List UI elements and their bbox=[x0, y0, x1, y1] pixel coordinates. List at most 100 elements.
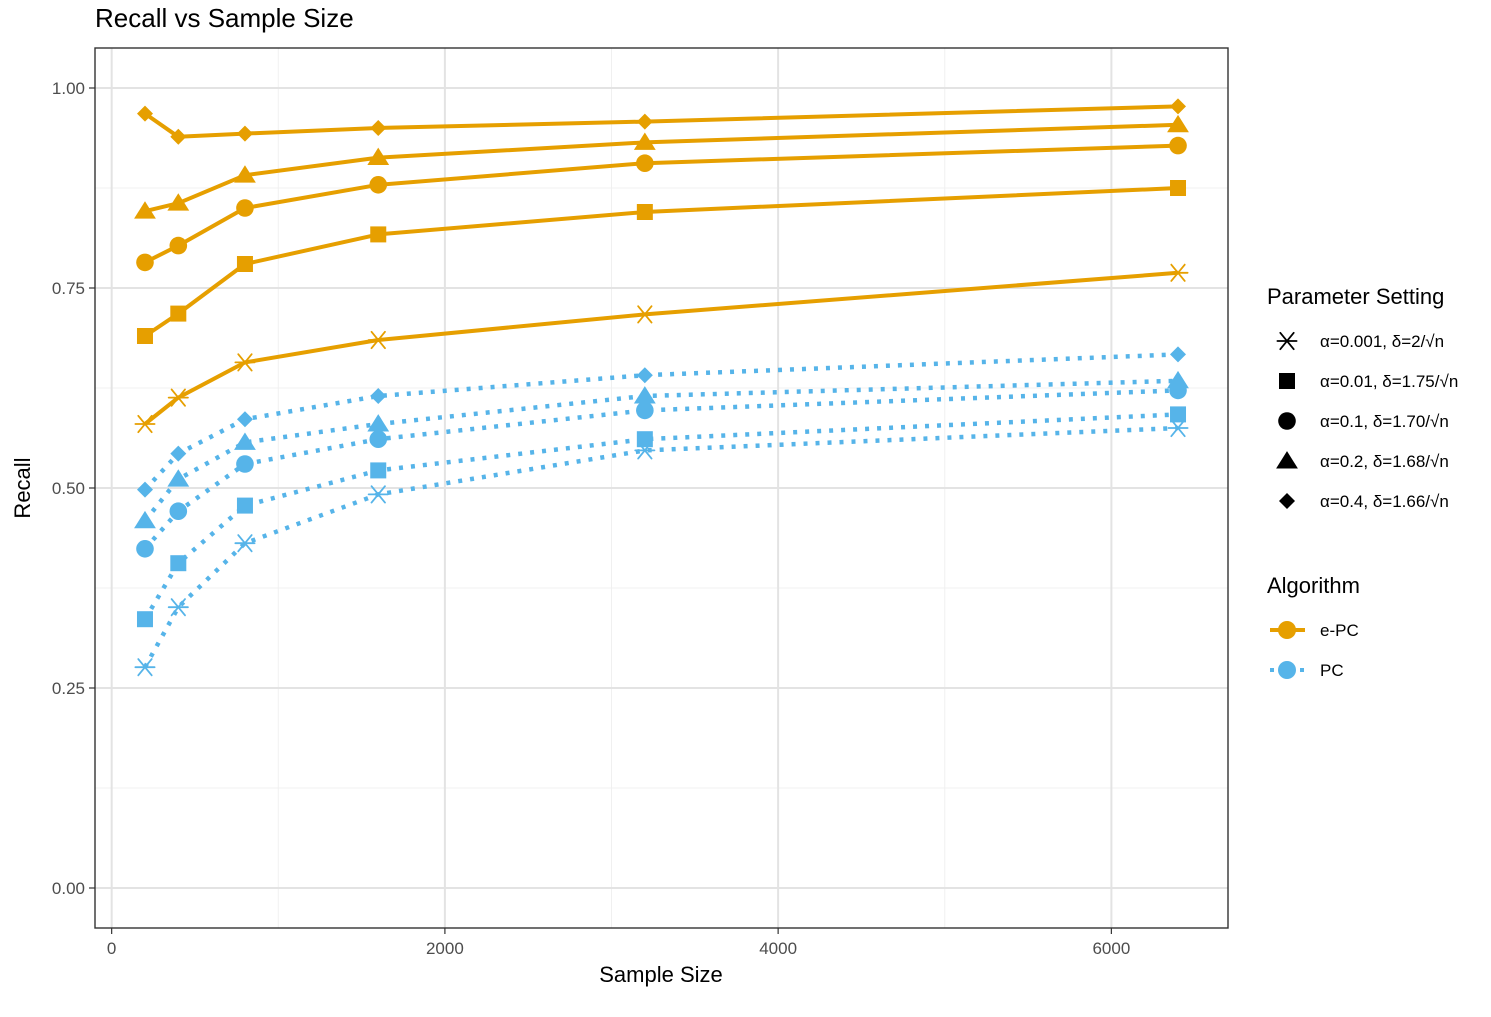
series-line bbox=[143, 352, 1179, 492]
data-point bbox=[134, 510, 156, 529]
data-point bbox=[234, 353, 256, 372]
data-point bbox=[1170, 98, 1187, 115]
data-point bbox=[170, 555, 187, 572]
data-point bbox=[234, 165, 256, 183]
y-tick-label: 1.00 bbox=[52, 79, 85, 98]
series-pc-square bbox=[136, 406, 1187, 628]
data-point bbox=[1170, 180, 1187, 196]
data-point bbox=[169, 236, 188, 255]
data-point bbox=[234, 534, 256, 553]
data-point bbox=[369, 430, 388, 449]
data-point bbox=[370, 462, 387, 479]
data-point bbox=[636, 113, 653, 130]
series-line bbox=[143, 412, 1179, 621]
data-point bbox=[1170, 346, 1187, 363]
algorithm-legend-title: Algorithm bbox=[1267, 573, 1360, 598]
parameter-legend-title: Parameter Setting bbox=[1267, 284, 1444, 309]
data-point bbox=[1169, 136, 1187, 155]
series-e-pc-diamond bbox=[136, 98, 1187, 145]
x-tick-label: 4000 bbox=[759, 939, 797, 958]
parameter-legend-label: α=0.4, δ=1.66/√n bbox=[1320, 492, 1449, 511]
x-tick-label: 2000 bbox=[426, 939, 464, 958]
data-point bbox=[236, 497, 253, 514]
data-point bbox=[1167, 263, 1189, 282]
data-point bbox=[134, 658, 156, 677]
data-point bbox=[633, 386, 656, 404]
legend-key-circle bbox=[1278, 412, 1296, 430]
algorithm-legend-keys: e-PC PC bbox=[1270, 621, 1359, 680]
grid bbox=[95, 48, 1228, 928]
data-point bbox=[367, 485, 389, 504]
y-tick-label: 0.50 bbox=[52, 479, 85, 498]
series-line bbox=[144, 143, 1179, 265]
data-point bbox=[136, 328, 153, 344]
data-point bbox=[236, 125, 253, 142]
data-point bbox=[134, 414, 156, 434]
data-point bbox=[136, 105, 153, 122]
series-layer bbox=[134, 98, 1189, 677]
series-e-pc-asterisk bbox=[134, 263, 1189, 434]
data-point bbox=[167, 598, 189, 617]
data-point bbox=[636, 154, 654, 172]
data-point bbox=[370, 226, 387, 243]
data-point bbox=[1170, 406, 1187, 423]
series-e-pc-circle bbox=[136, 136, 1187, 272]
data-point bbox=[367, 414, 390, 432]
data-point bbox=[136, 611, 153, 628]
series-e-pc-square bbox=[136, 180, 1187, 344]
data-point bbox=[134, 201, 156, 219]
parameter-legend: Parameter Setting α=0.001, δ=2/√n α=0.01,… bbox=[1267, 284, 1458, 511]
y-tick-label: 0.00 bbox=[52, 879, 85, 898]
legend-key-pc bbox=[1270, 661, 1305, 679]
data-point bbox=[136, 540, 154, 558]
series-line bbox=[143, 104, 1179, 139]
parameter-legend-keys: α=0.001, δ=2/√n α=0.01, δ=1.75/√n α=0.1, δ… bbox=[1276, 331, 1458, 511]
data-point bbox=[136, 481, 153, 498]
series-pc-circle bbox=[136, 381, 1187, 558]
series-line bbox=[143, 388, 1179, 551]
data-point bbox=[167, 388, 189, 407]
series-pc-asterisk bbox=[134, 418, 1189, 677]
y-tick-label: 0.25 bbox=[52, 679, 85, 698]
x-tick-label: 0 bbox=[107, 939, 116, 958]
data-point bbox=[167, 469, 190, 487]
data-point bbox=[170, 128, 187, 145]
y-axis-title: Recall bbox=[10, 457, 35, 518]
data-point bbox=[1167, 370, 1189, 389]
data-point bbox=[169, 502, 188, 520]
data-point bbox=[1167, 418, 1189, 438]
data-point bbox=[634, 305, 656, 324]
series-line bbox=[143, 425, 1179, 669]
data-point bbox=[234, 432, 256, 450]
data-point bbox=[636, 431, 653, 448]
data-point bbox=[370, 388, 387, 404]
data-point bbox=[136, 253, 154, 272]
data-point bbox=[636, 401, 654, 420]
legend-key-diamond bbox=[1279, 493, 1295, 509]
data-point bbox=[370, 120, 387, 136]
data-point bbox=[1167, 114, 1189, 133]
chart-title: Recall vs Sample Size bbox=[95, 3, 354, 33]
parameter-legend-label: α=0.01, δ=1.75/√n bbox=[1320, 372, 1458, 391]
parameter-legend-label: α=0.2, δ=1.68/√n bbox=[1320, 452, 1449, 471]
series-pc-triangle bbox=[134, 370, 1189, 529]
series-line bbox=[143, 270, 1179, 426]
data-point bbox=[236, 199, 254, 217]
x-axis-title: Sample Size bbox=[599, 962, 723, 987]
parameter-legend-label: α=0.1, δ=1.70/√n bbox=[1320, 412, 1449, 431]
x-tick-label: 6000 bbox=[1092, 939, 1130, 958]
series-pc-diamond bbox=[136, 346, 1187, 498]
algorithm-legend: Algorithm e-PC PC bbox=[1267, 573, 1360, 680]
series-e-pc-triangle bbox=[134, 114, 1189, 219]
legend-key-triangle bbox=[1276, 451, 1298, 469]
legend-key-square bbox=[1279, 373, 1295, 389]
legend-key-e-pc bbox=[1270, 621, 1305, 639]
axis-ticks: 0 2000 4000 6000 0.00 0.25 0.50 0.75 1.00 bbox=[52, 79, 1130, 958]
data-point bbox=[636, 367, 653, 384]
data-point bbox=[369, 176, 388, 194]
algorithm-legend-label: e-PC bbox=[1320, 621, 1359, 640]
data-point bbox=[236, 411, 253, 428]
data-point bbox=[367, 147, 390, 166]
data-point bbox=[633, 132, 656, 150]
